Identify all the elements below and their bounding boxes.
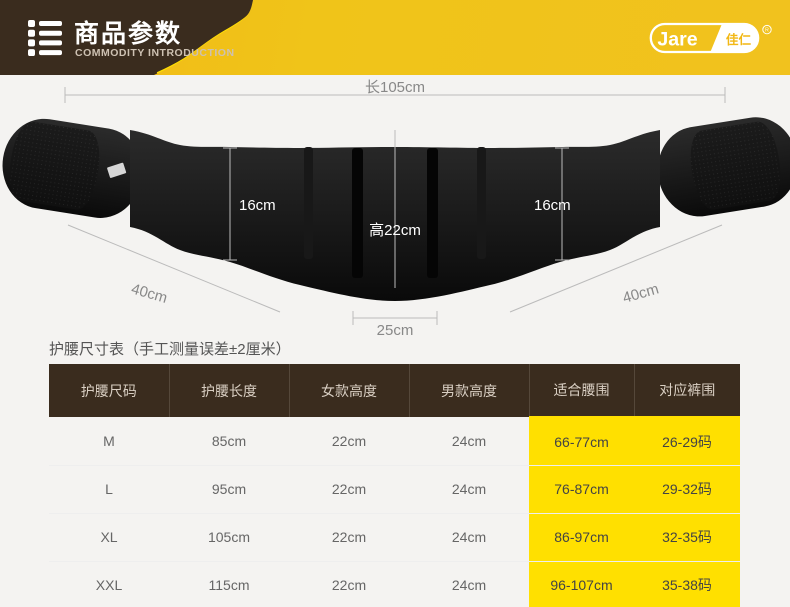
svg-text:40cm: 40cm [129,280,169,306]
svg-text:高22cm: 高22cm [369,222,421,239]
svg-text:佳仁: 佳仁 [726,32,752,47]
svg-text:40cm: 40cm [621,280,661,306]
svg-text:Jare: Jare [657,28,697,50]
svg-text:16cm: 16cm [239,197,276,214]
svg-text:25cm: 25cm [377,322,414,339]
svg-text:16cm: 16cm [534,197,571,214]
svg-text:长105cm: 长105cm [365,79,425,96]
svg-text:R: R [765,27,769,33]
